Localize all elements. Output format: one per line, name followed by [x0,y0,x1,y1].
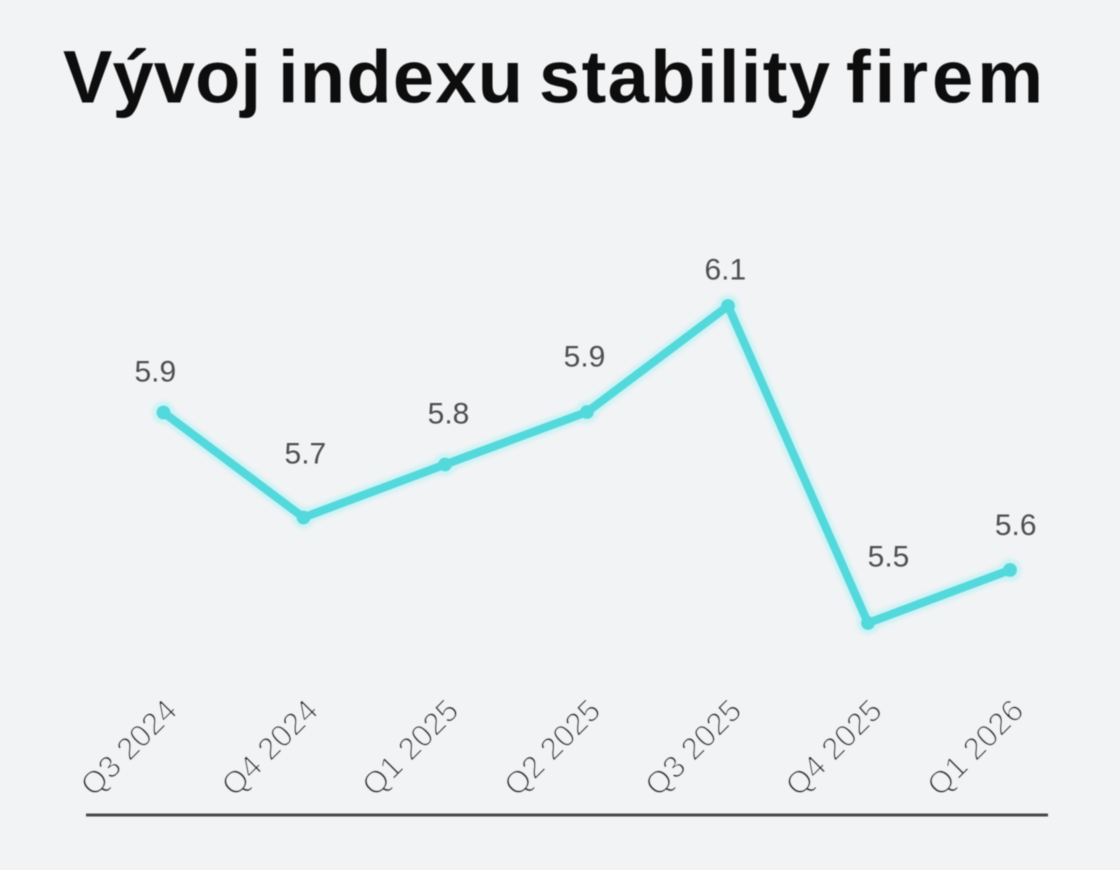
svg-text:5.8: 5.8 [428,398,470,431]
svg-text:5.5: 5.5 [868,541,910,574]
svg-text:indexu: indexu [278,36,523,119]
svg-text:stability: stability [539,36,830,119]
svg-text:5.9: 5.9 [564,340,606,373]
svg-text:6.1: 6.1 [704,254,746,287]
svg-text:5.7: 5.7 [285,438,327,471]
svg-text:5.9: 5.9 [134,356,176,389]
svg-text:firem: firem [846,36,1043,119]
svg-text:5.6: 5.6 [995,509,1037,542]
svg-text:Vývoj: Vývoj [63,36,261,119]
